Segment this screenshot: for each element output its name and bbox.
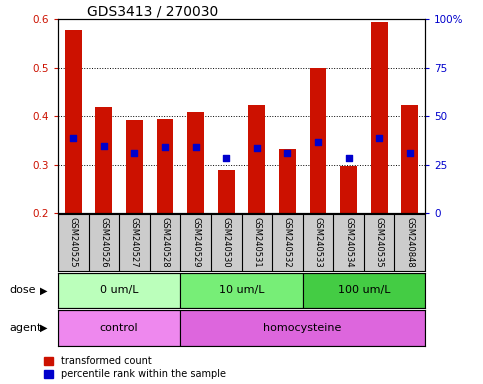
Text: control: control — [100, 323, 139, 333]
Text: homocysteine: homocysteine — [264, 323, 342, 333]
Bar — [248, 106, 265, 213]
Text: 0 um/L: 0 um/L — [100, 285, 139, 295]
Text: GSM240530: GSM240530 — [222, 217, 231, 268]
Bar — [58, 273, 180, 308]
Bar — [218, 170, 235, 213]
Bar — [58, 310, 180, 346]
Text: GSM240534: GSM240534 — [344, 217, 353, 268]
Point — [222, 155, 230, 161]
Text: GSM240532: GSM240532 — [283, 217, 292, 268]
Text: 100 um/L: 100 um/L — [338, 285, 390, 295]
Bar — [187, 112, 204, 213]
Text: GSM240535: GSM240535 — [375, 217, 384, 268]
Text: GSM240848: GSM240848 — [405, 217, 414, 268]
Point — [284, 149, 291, 156]
Bar — [303, 273, 425, 308]
Point — [161, 144, 169, 150]
Point — [314, 139, 322, 145]
Text: GSM240529: GSM240529 — [191, 217, 200, 268]
Text: 10 um/L: 10 um/L — [219, 285, 264, 295]
Bar — [279, 149, 296, 213]
Bar — [126, 120, 143, 213]
Text: GSM240525: GSM240525 — [69, 217, 78, 268]
Bar — [65, 30, 82, 213]
Text: agent: agent — [10, 323, 42, 333]
Text: ▶: ▶ — [40, 285, 47, 295]
Point — [192, 144, 199, 150]
Text: GSM240533: GSM240533 — [313, 217, 323, 268]
Bar — [180, 310, 425, 346]
Text: GSM240531: GSM240531 — [252, 217, 261, 268]
Bar — [180, 273, 303, 308]
Text: GSM240526: GSM240526 — [99, 217, 108, 268]
Bar — [96, 108, 112, 213]
Bar — [340, 166, 357, 213]
Point — [345, 155, 353, 161]
Legend: transformed count, percentile rank within the sample: transformed count, percentile rank withi… — [43, 356, 226, 379]
Text: dose: dose — [10, 285, 36, 295]
Text: GDS3413 / 270030: GDS3413 / 270030 — [87, 4, 219, 18]
Point — [406, 149, 413, 156]
Point — [375, 135, 383, 141]
Point — [100, 143, 108, 149]
Bar — [371, 22, 387, 213]
Point — [130, 149, 138, 156]
Point — [70, 135, 77, 141]
Bar — [310, 68, 327, 213]
Bar — [156, 119, 173, 213]
Text: GSM240528: GSM240528 — [160, 217, 170, 268]
Text: ▶: ▶ — [40, 323, 47, 333]
Bar — [401, 106, 418, 213]
Text: GSM240527: GSM240527 — [130, 217, 139, 268]
Point — [253, 145, 261, 151]
